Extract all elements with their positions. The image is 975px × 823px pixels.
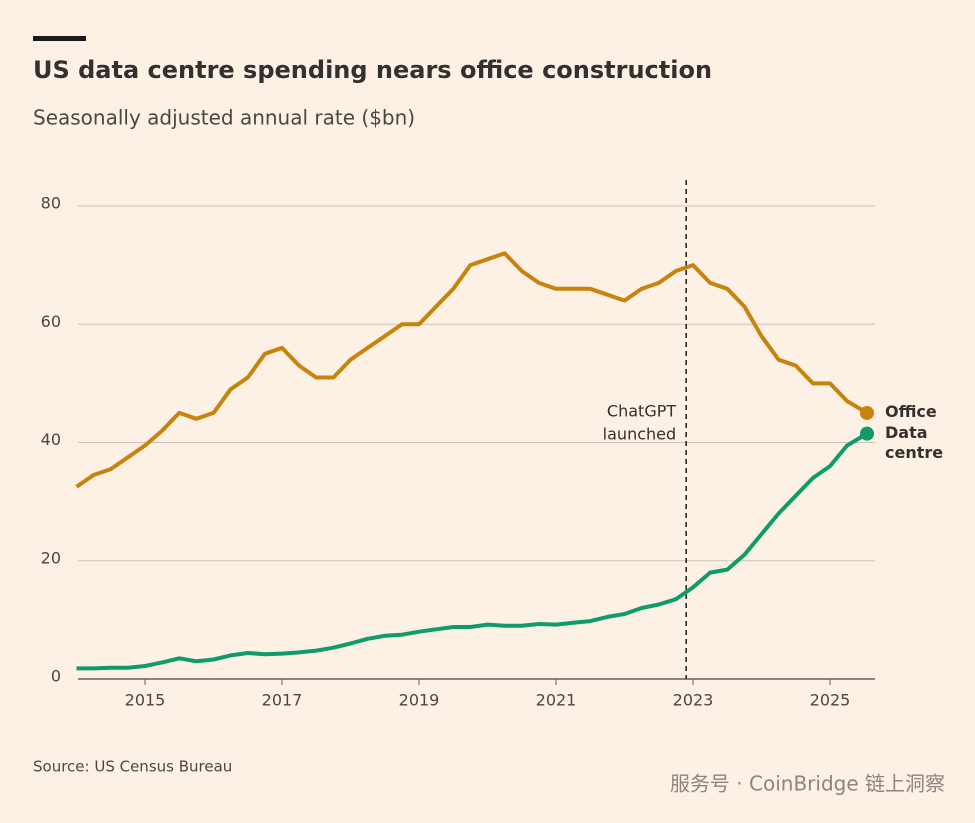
legend-label: Office bbox=[884, 401, 937, 421]
x-tick-label: 2021 bbox=[536, 691, 577, 710]
series-line bbox=[75, 251, 869, 489]
end-dot bbox=[859, 426, 874, 441]
x-tick-label: 2023 bbox=[673, 691, 714, 710]
y-tick-label: 60 bbox=[41, 312, 61, 331]
annotation-label: launched bbox=[603, 425, 676, 444]
series-line bbox=[76, 431, 869, 671]
y-tick-label: 80 bbox=[41, 194, 61, 213]
watermark: 服务号 · CoinBridge 链上洞察 bbox=[670, 772, 945, 796]
y-tick-label: 0 bbox=[51, 667, 61, 686]
annotation-label: ChatGPT bbox=[607, 402, 676, 421]
x-tick-label: 2019 bbox=[399, 691, 440, 710]
x-tick-label: 2015 bbox=[125, 691, 166, 710]
title-bar bbox=[33, 36, 86, 41]
x-tick-label: 2017 bbox=[262, 691, 303, 710]
end-dot bbox=[859, 405, 874, 420]
x-tick-label: 2025 bbox=[810, 691, 851, 710]
y-tick-label: 40 bbox=[41, 430, 61, 449]
source: Source: US Census Bureau bbox=[33, 758, 232, 776]
chart-subtitle: Seasonally adjusted annual rate ($bn) bbox=[33, 106, 415, 130]
chart-title: US data centre spending nears office con… bbox=[33, 56, 712, 84]
legend-label: Data centre bbox=[884, 422, 944, 462]
y-tick-label: 20 bbox=[41, 548, 61, 567]
